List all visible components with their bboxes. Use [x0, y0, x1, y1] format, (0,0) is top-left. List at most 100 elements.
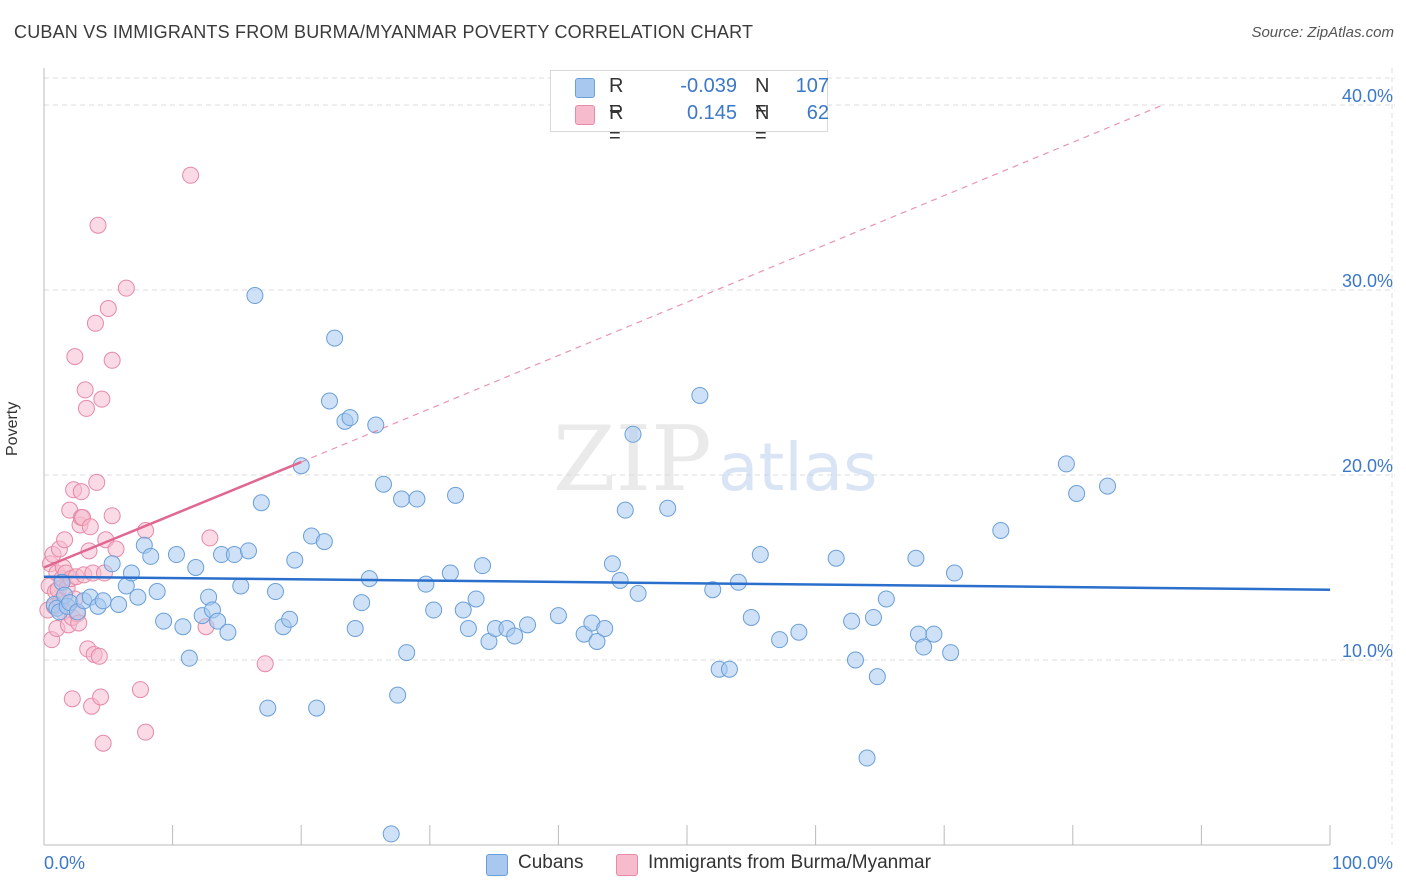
source-label: Source: ZipAtlas.com — [1251, 24, 1394, 41]
x-tick-label: 0.0% — [44, 853, 85, 873]
burma-point — [90, 647, 108, 665]
cuban-point — [398, 644, 416, 662]
cuban-point — [180, 649, 198, 667]
cuban-point — [315, 533, 333, 551]
cuban-point — [187, 559, 205, 576]
cuban-point — [751, 546, 769, 564]
r-value: 0.145 — [686, 102, 737, 124]
burma-point — [201, 529, 219, 547]
burma-point — [77, 399, 95, 417]
cuban-point — [232, 577, 250, 595]
cuban-point — [790, 623, 808, 641]
cuban-point — [864, 608, 882, 626]
cuban-point — [148, 583, 166, 601]
cuban-point — [103, 555, 121, 573]
correlation-legend: R = -0.039 N = 107 R = 0.145 N = 62 — [550, 70, 829, 147]
cuban-point — [659, 499, 677, 517]
burma-swatch — [575, 105, 595, 125]
cuban-point — [827, 549, 845, 567]
cuban-point — [454, 601, 472, 619]
cuban-point — [375, 475, 393, 493]
burma-swatch — [616, 854, 638, 876]
burma-point — [107, 540, 125, 558]
y-tick-label: 40.0% — [1342, 86, 1393, 106]
cuban-point — [942, 644, 960, 662]
cuban-point — [588, 633, 606, 650]
x-tick-label: 100.0% — [1332, 853, 1393, 873]
cuban-point — [252, 494, 270, 512]
burma-point — [81, 518, 99, 536]
cuban-point — [320, 392, 338, 410]
cuban-point — [259, 699, 277, 717]
cuban-point — [408, 490, 426, 508]
cuban-point — [94, 592, 112, 610]
burma-point — [86, 314, 104, 332]
cuban-point — [704, 581, 722, 599]
cuban-point — [219, 623, 237, 641]
y-tick-label: 10.0% — [1342, 641, 1393, 661]
cuban-point — [382, 825, 400, 843]
cuban-point — [915, 638, 933, 656]
r-label: R = — [609, 75, 624, 120]
cuban-point — [155, 612, 173, 630]
cuban-point — [1099, 477, 1117, 495]
cuban-point — [425, 601, 443, 619]
watermark: ZIP atlas — [553, 407, 878, 512]
cubans-swatch — [575, 78, 595, 98]
cuban-point — [846, 651, 864, 669]
burma-point — [66, 348, 84, 366]
cuban-point — [729, 573, 747, 591]
n-value: 62 — [806, 102, 829, 124]
cuban-point — [441, 564, 459, 582]
watermark-zip: ZIP — [553, 407, 712, 512]
cuban-point — [549, 607, 567, 625]
cuban-point — [393, 490, 411, 508]
n-value: 107 — [795, 75, 829, 97]
burma-point — [131, 681, 149, 699]
cuban-point — [720, 660, 738, 678]
y-axis-label: Poverty — [4, 401, 21, 456]
burma-point — [99, 300, 117, 317]
cuban-point — [110, 596, 128, 613]
cuban-point — [239, 542, 257, 560]
cuban-point — [308, 699, 326, 717]
burma-point — [103, 507, 121, 525]
cuban-point — [129, 588, 147, 606]
series-burma-points — [39, 166, 274, 752]
r-label: R = — [609, 102, 624, 147]
cuban-point — [246, 287, 264, 305]
burma-point — [88, 473, 106, 491]
watermark-atlas: atlas — [718, 429, 878, 506]
series-cuban-points — [45, 287, 1117, 843]
burma-point — [89, 216, 107, 234]
cuban-point — [209, 612, 227, 630]
cuban-point — [459, 620, 477, 638]
n-label: N = — [755, 75, 770, 120]
cuban-point — [142, 547, 160, 565]
burma-point — [117, 279, 135, 297]
cuban-point — [843, 612, 861, 630]
cuban-point — [167, 546, 185, 564]
legend-label: Immigrants from Burma/Myanmar — [648, 852, 931, 873]
cuban-point — [467, 590, 485, 608]
legend-label: Cubans — [518, 852, 584, 873]
burma-point — [103, 351, 121, 369]
cuban-point — [629, 584, 647, 602]
cuban-point — [174, 618, 192, 636]
cuban-point — [506, 627, 524, 645]
cuban-point — [389, 686, 407, 704]
cuban-trend-line — [43, 575, 1331, 591]
cuban-point — [417, 575, 435, 593]
trend-lines — [43, 104, 1331, 591]
cuban-point — [992, 522, 1010, 539]
burma-point — [72, 483, 90, 501]
cuban-point — [611, 571, 629, 589]
cuban-point — [353, 594, 371, 612]
cuban-point — [225, 546, 243, 564]
cuban-point — [603, 555, 621, 573]
cuban-point — [326, 329, 344, 347]
cuban-point — [596, 620, 614, 638]
cuban-point — [771, 631, 789, 649]
burma-point — [256, 655, 274, 673]
